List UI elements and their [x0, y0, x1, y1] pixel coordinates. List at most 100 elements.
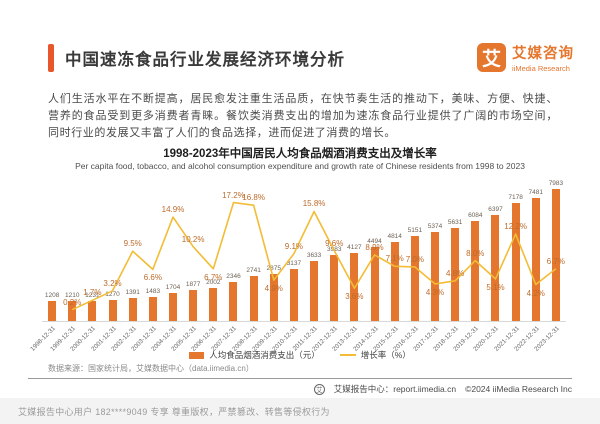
growth-point-label: 8.9% [365, 242, 384, 252]
growth-point-label: 3.6% [345, 292, 364, 302]
growth-point-label: 7.1% [385, 254, 404, 264]
chart-plot: 1208 1210 1231 1270 1391 1483 1704 1877 2002 2346… [29, 178, 566, 353]
bar-value-label: 4494 [367, 237, 382, 245]
report-center-text: 艾媒报告中心：report.iimedia.cn [333, 384, 457, 394]
logo-text: 艾媒咨询 iiMedia Research [512, 42, 574, 73]
bar [68, 301, 77, 321]
growth-point-label: 0.2% [63, 297, 82, 307]
footer-divider [28, 378, 572, 379]
chart-legend: 人均食品烟酒消费支出（元） 增长率（%） [0, 349, 600, 361]
growth-point-label: 10.2% [181, 234, 205, 244]
chart-subtitle: Per capita food, tobacco, and alcohol co… [75, 161, 525, 171]
logo-name-en: iiMedia Research [512, 64, 570, 73]
growth-point-label: 12.2% [504, 222, 527, 232]
bar-value-label: 3633 [306, 252, 322, 260]
growth-point-label: 17.2% [222, 190, 245, 200]
bar [330, 255, 339, 321]
copyright-text: ©2024 iiMedia Research Inc [465, 384, 572, 394]
bar [48, 301, 57, 321]
bar [471, 220, 480, 321]
line-series-swatch [339, 354, 356, 356]
bar [209, 287, 218, 321]
chart-title: 1998-2023年中国居民人均食品烟酒消费支出及增长率 [163, 148, 437, 160]
bar-value-label: 2741 [246, 266, 261, 274]
growth-point-label: 6.6% [143, 273, 162, 283]
growth-point-label: 1.7% [83, 288, 102, 298]
bar [431, 232, 439, 321]
bar [310, 261, 319, 321]
bar [410, 236, 419, 321]
growth-point-label: 4.2% [526, 288, 545, 298]
growth-line [71, 201, 557, 311]
growth-point-label: 4.8% [446, 268, 465, 278]
iimedia-logo-icon: 艾 [477, 43, 506, 72]
bar [229, 282, 238, 321]
growth-point-label: 4.9% [264, 284, 283, 294]
legend-item-expenditure: 人均食品烟酒消费支出（元） [189, 349, 320, 361]
watermark-text: 艾媒报告中心用户 182****9049 专享 尊重版权，严禁篡改、转售等侵权行… [18, 406, 330, 417]
bar [511, 202, 520, 321]
bar-value-label: 3137 [286, 260, 302, 268]
intro-paragraph: 人们生活水平在不断提高，居民愈发注重生活品质，在快节奏生活的推动下，美味、方便、… [48, 93, 558, 139]
growth-point-label: 15.8% [302, 199, 326, 209]
bar [370, 246, 379, 321]
bar-value-label: 2002 [206, 278, 221, 286]
growth-point-label: 9.1% [284, 241, 304, 251]
bar-value-label: 7983 [548, 180, 564, 188]
data-source-note: 数据来源：国家统计局，艾媒数据中心（data.iimedia.cn） [48, 364, 254, 373]
bar [169, 292, 177, 321]
bar-value-label: 1704 [165, 283, 181, 291]
bar-value-label: 5151 [407, 227, 423, 235]
growth-point-label: 5.1% [486, 282, 505, 292]
bar [108, 300, 117, 321]
logo-name-cn: 艾媒咨询 [512, 46, 574, 62]
growth-point-label: 9.5% [123, 239, 142, 249]
growth-point-label: 3.2% [103, 278, 122, 288]
growth-point-label: 7.0% [405, 254, 424, 264]
bar [249, 275, 258, 321]
growth-point-label: 8.0% [466, 248, 485, 258]
header: 中国速冻食品行业发展经济环境分析 [48, 44, 345, 72]
iimedia-badge-icon: 艾 [313, 383, 325, 395]
bar [128, 298, 137, 321]
bar [88, 300, 97, 321]
bar-value-label: 5631 [447, 219, 463, 227]
bar-value-label: 4127 [347, 243, 362, 251]
iimedia-logo: 艾 艾媒咨询 iiMedia Research [477, 42, 574, 73]
bar-value-label: 1210 [64, 292, 80, 300]
bar [269, 273, 278, 321]
bar-value-label: 1208 [44, 292, 60, 300]
bar-value-label: 4814 [387, 232, 402, 240]
bar [390, 241, 399, 321]
bar-value-label: 1483 [145, 287, 161, 295]
growth-point-label: 16.8% [242, 193, 265, 203]
legend-item-growth: 增长率（%） [339, 349, 411, 361]
bar [491, 215, 500, 321]
bar-value-label: 5374 [427, 223, 443, 231]
bar-value-label: 2875 [266, 264, 281, 272]
bar [148, 296, 157, 321]
bar-series-label: 人均食品烟酒消费支出（元） [209, 350, 320, 360]
bar-value-label: 6397 [488, 206, 503, 214]
growth-point-label: 14.9% [161, 205, 185, 215]
bar-value-label: 1391 [125, 289, 140, 297]
bar-value-label: 2346 [226, 273, 241, 281]
page-title: 中国速冻食品行业发展经济环境分析 [65, 51, 345, 69]
watermark-bar: 艾媒报告中心用户 182****9049 专享 尊重版权，严禁篡改、转售等侵权行… [0, 398, 600, 424]
bar [551, 189, 560, 321]
footer: 艾 艾媒报告中心：report.iimedia.cn ©2024 iiMedia… [313, 383, 572, 395]
growth-point-label: 6.7% [546, 256, 566, 266]
bar-value-label: 7178 [508, 193, 523, 201]
growth-point-label: 6.7% [204, 272, 223, 282]
bar-value-label: 6084 [468, 211, 483, 219]
bar-value-label: 1877 [185, 281, 201, 289]
growth-point-label: 9.6% [325, 238, 344, 248]
growth-point-label: 4.3% [425, 287, 445, 297]
bar-series-swatch [189, 351, 205, 359]
bar-value-label: 7481 [528, 188, 543, 196]
bar [451, 228, 460, 321]
bar-value-label: 1231 [85, 291, 100, 299]
bar-value-label: 1270 [105, 291, 120, 299]
bar [289, 269, 298, 321]
title-accent-bar [48, 44, 54, 72]
